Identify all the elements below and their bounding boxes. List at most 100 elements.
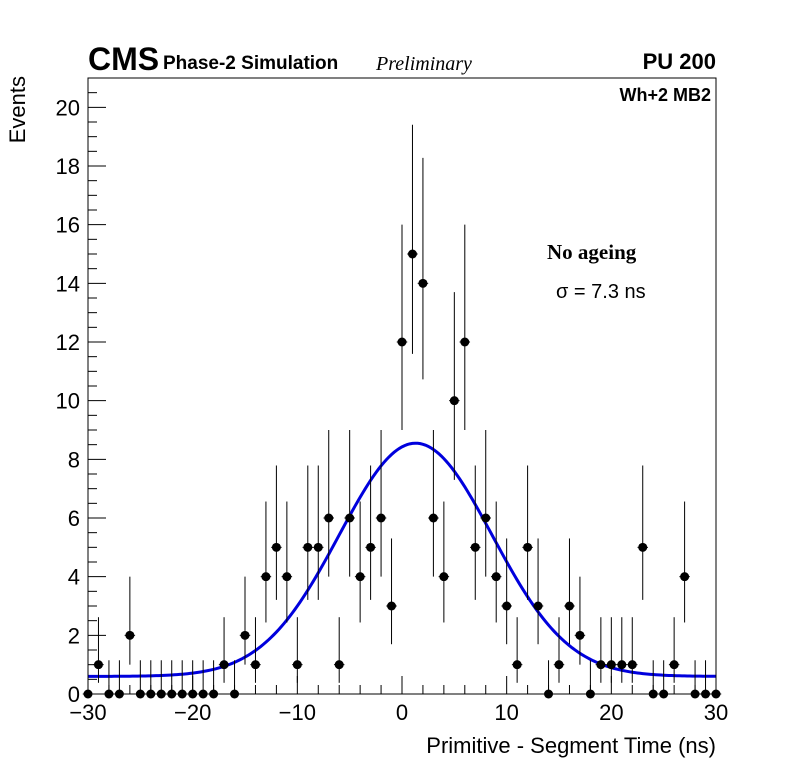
data-point [156, 660, 167, 699]
data-marker [617, 660, 627, 670]
data-marker [135, 689, 145, 699]
data-marker [355, 572, 365, 582]
data-marker [502, 601, 512, 611]
data-point [532, 538, 544, 645]
data-marker [271, 542, 281, 552]
data-point [124, 576, 136, 665]
data-point [522, 465, 533, 600]
data-marker [711, 689, 721, 699]
data-point [490, 501, 502, 623]
data-point [313, 465, 324, 600]
y-tick-label: 18 [56, 154, 80, 179]
data-point [501, 538, 512, 645]
data-marker [240, 630, 250, 640]
x-tick-label: 30 [704, 700, 728, 725]
data-point [585, 660, 596, 699]
data-point [344, 430, 355, 577]
x-axis-title: Primitive - Segment Time (ns) [426, 733, 716, 758]
data-marker [146, 689, 156, 699]
condition-label: No ageing [547, 240, 637, 264]
data-point [407, 124, 418, 354]
data-point [271, 465, 282, 600]
data-point [689, 660, 701, 699]
data-marker [460, 337, 470, 347]
data-marker [83, 689, 93, 699]
data-marker [680, 572, 690, 582]
subtitle-label: Phase-2 Simulation [163, 53, 338, 74]
data-marker [313, 542, 323, 552]
data-marker [104, 689, 114, 699]
data-point [354, 501, 366, 623]
y-tick-label: 0 [68, 682, 80, 707]
data-marker [156, 689, 166, 699]
data-point [637, 465, 648, 600]
data-marker [376, 513, 386, 523]
y-tick-label: 10 [56, 389, 80, 414]
data-marker [648, 689, 658, 699]
y-tick-label: 4 [68, 565, 80, 590]
data-point [574, 576, 586, 665]
data-marker [470, 542, 480, 552]
data-point [658, 660, 669, 699]
data-point [616, 617, 628, 683]
data-marker [585, 689, 595, 699]
data-point [250, 617, 261, 683]
data-marker [407, 249, 417, 259]
data-point [375, 430, 387, 577]
data-marker [188, 689, 198, 699]
data-marker [659, 689, 669, 699]
data-point [449, 292, 460, 480]
axis-tick-labels: −30 −20 −10 0 10 20 30 0 2 4 6 8 10 12 14 16 18 20 [56, 95, 729, 725]
data-marker [282, 572, 292, 582]
y-tick-label: 14 [56, 271, 80, 296]
data-marker [638, 542, 648, 552]
data-point [333, 617, 345, 683]
x-tick-label: 10 [494, 700, 518, 725]
data-marker [627, 660, 637, 670]
data-marker [491, 572, 501, 582]
data-marker [418, 278, 428, 288]
data-point [459, 224, 471, 430]
data-point [606, 617, 617, 683]
data-point [176, 660, 188, 699]
data-marker [554, 660, 564, 670]
data-point [700, 660, 711, 699]
data-point [553, 617, 565, 683]
data-point [595, 617, 607, 683]
data-point [208, 660, 219, 699]
data-point [103, 660, 115, 699]
data-marker [481, 513, 491, 523]
y-axis-title: Events [5, 76, 30, 143]
data-marker [439, 572, 449, 582]
data-point [292, 617, 303, 683]
data-point [710, 660, 722, 699]
data-point [480, 430, 491, 577]
x-tick-label: −30 [69, 700, 106, 725]
y-tick-label: 2 [68, 623, 80, 648]
data-marker [669, 660, 679, 670]
data-marker [397, 337, 407, 347]
data-point [281, 501, 293, 623]
data-point [668, 617, 680, 683]
data-point [323, 430, 334, 577]
data-marker [428, 513, 438, 523]
data-point [145, 660, 157, 699]
data-marker [167, 689, 177, 699]
data-point [647, 660, 659, 699]
data-marker [334, 660, 344, 670]
x-tick-label: 0 [396, 700, 408, 725]
data-marker [292, 660, 302, 670]
data-marker [198, 689, 208, 699]
data-point [187, 660, 198, 699]
data-marker [596, 660, 606, 670]
data-marker [606, 660, 616, 670]
data-point [438, 501, 450, 623]
status-label: Preliminary [375, 53, 472, 75]
data-marker [219, 660, 229, 670]
data-point [218, 617, 230, 683]
data-marker [544, 689, 554, 699]
data-point [239, 576, 251, 665]
data-point [386, 538, 397, 645]
data-marker [512, 660, 522, 670]
y-tick-label: 20 [56, 95, 80, 120]
